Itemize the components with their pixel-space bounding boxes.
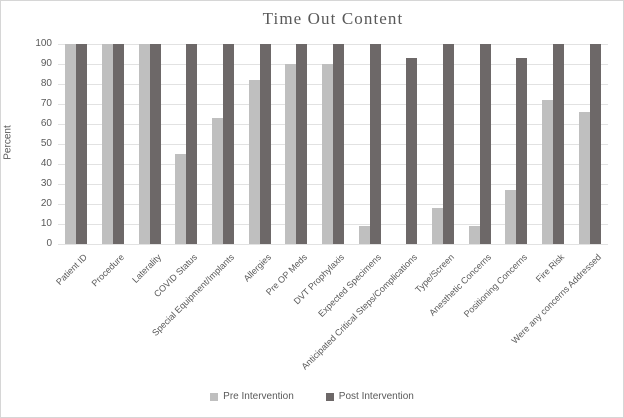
bar-pre-intervention xyxy=(212,118,223,244)
bar-pre-intervention xyxy=(322,64,333,244)
bar-pre-intervention xyxy=(542,100,553,244)
legend-label: Post Intervention xyxy=(338,391,414,402)
bar-post-intervention xyxy=(553,44,564,244)
bar-pre-intervention xyxy=(579,112,590,244)
bar-post-intervention xyxy=(370,44,381,244)
y-tick-label: 40 xyxy=(40,158,52,169)
bar-post-intervention xyxy=(223,44,234,244)
bar-pre-intervention xyxy=(359,226,370,244)
bar-post-intervention xyxy=(443,44,454,244)
bar-pre-intervention xyxy=(249,80,260,244)
y-tick-label: 100 xyxy=(35,38,52,49)
legend-label: Pre Intervention xyxy=(223,391,294,402)
bar-post-intervention xyxy=(590,44,601,244)
y-tick-label: 60 xyxy=(40,118,52,129)
bar-pre-intervention xyxy=(432,208,443,244)
bar-post-intervention xyxy=(516,58,527,244)
bar-post-intervention xyxy=(260,44,271,244)
bar-pre-intervention xyxy=(139,44,150,244)
bar-pre-intervention xyxy=(65,44,76,244)
legend-item-post-intervention: Post Intervention xyxy=(325,391,414,402)
legend-item-pre-intervention: Pre Intervention xyxy=(210,391,294,402)
bar-post-intervention xyxy=(406,58,417,244)
y-tick-label: 30 xyxy=(40,178,52,189)
bar-post-intervention xyxy=(333,44,344,244)
bar-post-intervention xyxy=(186,44,197,244)
bar-pre-intervention xyxy=(505,190,516,244)
gridline xyxy=(58,244,608,245)
y-tick-label: 0 xyxy=(46,238,52,249)
y-tick-label: 70 xyxy=(40,98,52,109)
y-tick-label: 50 xyxy=(40,138,52,149)
chart-title: Time Out Content xyxy=(262,9,404,28)
bar-pre-intervention xyxy=(102,44,113,244)
y-tick-label: 20 xyxy=(40,198,52,209)
legend-swatch-post-intervention xyxy=(325,392,334,401)
bar-pre-intervention xyxy=(285,64,296,244)
legend: Pre Intervention Post Intervention xyxy=(1,391,623,402)
bar-pre-intervention xyxy=(175,154,186,244)
bar-post-intervention xyxy=(76,44,87,244)
legend-swatch-pre-intervention xyxy=(210,392,219,401)
bar-post-intervention xyxy=(296,44,307,244)
y-tick-label: 90 xyxy=(40,58,52,69)
bar-post-intervention xyxy=(150,44,161,244)
bar-post-intervention xyxy=(480,44,491,244)
y-tick-label: 80 xyxy=(40,78,52,89)
bar-post-intervention xyxy=(113,44,124,244)
y-tick-label: 10 xyxy=(40,218,52,229)
bar-pre-intervention xyxy=(469,226,480,244)
